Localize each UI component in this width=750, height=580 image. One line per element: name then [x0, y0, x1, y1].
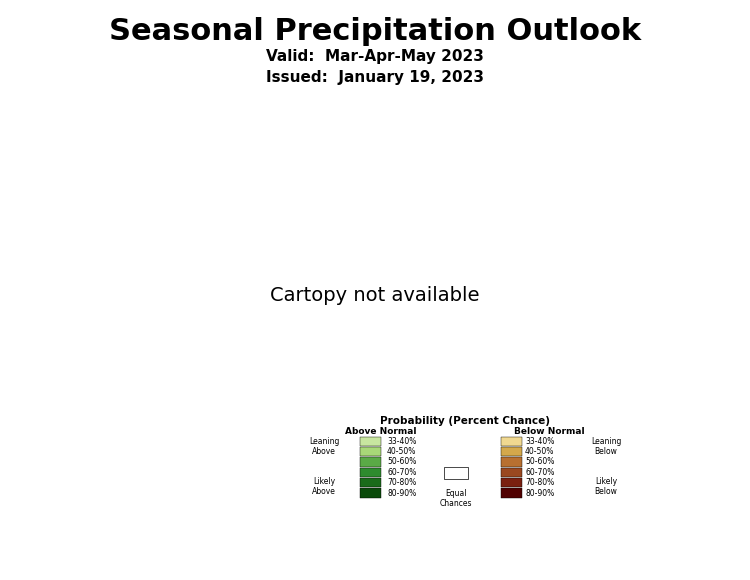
- Text: 70-80%: 70-80%: [387, 478, 416, 487]
- Text: 60-70%: 60-70%: [525, 468, 554, 477]
- Text: 33-40%: 33-40%: [525, 437, 554, 445]
- FancyBboxPatch shape: [312, 404, 618, 553]
- Text: 50-60%: 50-60%: [387, 458, 416, 466]
- Text: 40-50%: 40-50%: [525, 447, 554, 456]
- Text: Likely
Above: Likely Above: [312, 477, 336, 496]
- Text: Leaning
Below: Leaning Below: [591, 437, 621, 456]
- Text: Likely
Below: Likely Below: [595, 477, 617, 496]
- Text: 50-60%: 50-60%: [525, 458, 554, 466]
- Bar: [360, 457, 381, 466]
- Text: Leaning
Above: Leaning Above: [309, 437, 339, 456]
- Bar: [501, 488, 522, 498]
- Text: 40-50%: 40-50%: [387, 447, 416, 456]
- Bar: [360, 447, 381, 456]
- Text: Seasonal Precipitation Outlook: Seasonal Precipitation Outlook: [109, 17, 641, 46]
- Bar: [360, 488, 381, 498]
- Text: 60-70%: 60-70%: [387, 468, 416, 477]
- Text: 80-90%: 80-90%: [387, 488, 416, 498]
- Text: Probability (Percent Chance): Probability (Percent Chance): [380, 416, 550, 426]
- Bar: [360, 467, 381, 477]
- Text: Below Normal: Below Normal: [514, 427, 584, 436]
- Text: 80-90%: 80-90%: [525, 488, 554, 498]
- Bar: [501, 467, 522, 477]
- Text: Equal
Chances: Equal Chances: [440, 489, 472, 508]
- Bar: [360, 437, 381, 446]
- Text: Valid:  Mar-Apr-May 2023
Issued:  January 19, 2023: Valid: Mar-Apr-May 2023 Issued: January …: [266, 49, 484, 85]
- Text: 33-40%: 33-40%: [387, 437, 416, 445]
- Text: Above Normal: Above Normal: [345, 427, 417, 436]
- Text: 70-80%: 70-80%: [525, 478, 554, 487]
- Text: Cartopy not available: Cartopy not available: [270, 287, 480, 305]
- Bar: [501, 437, 522, 446]
- Bar: [501, 478, 522, 487]
- Bar: [360, 478, 381, 487]
- Bar: [444, 467, 468, 478]
- Bar: [501, 447, 522, 456]
- Bar: [501, 457, 522, 466]
